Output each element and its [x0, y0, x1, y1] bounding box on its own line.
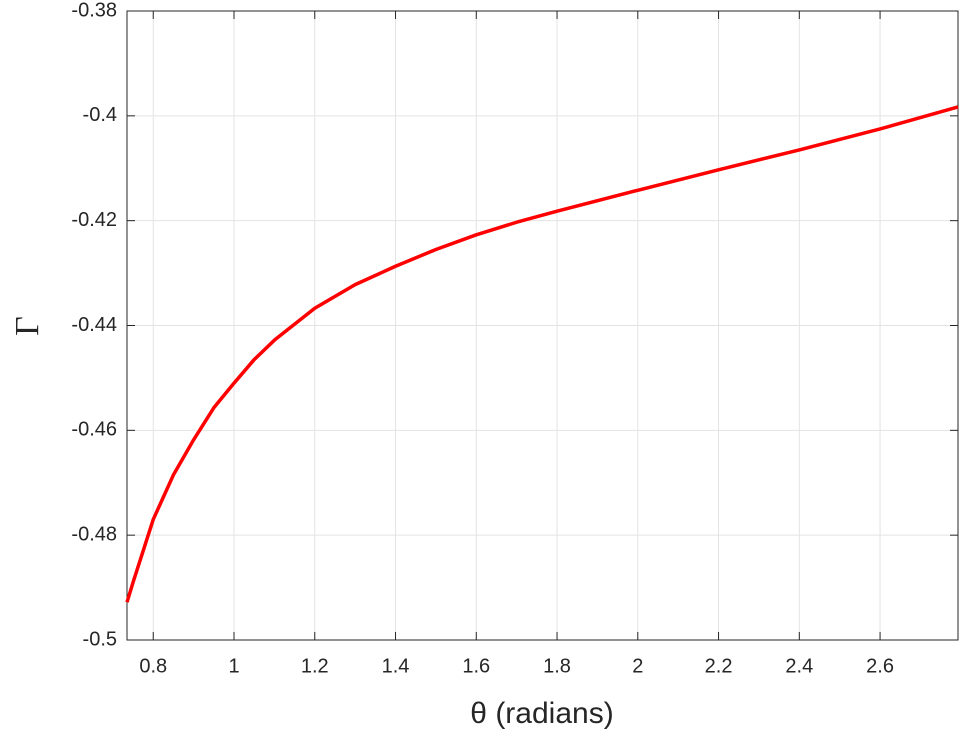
- x-tick-label: 1.8: [543, 655, 571, 677]
- axes-box: [126, 10, 959, 641]
- y-tick-label: -0.4: [83, 104, 117, 126]
- x-tick-label: 0.8: [139, 655, 167, 677]
- y-tick-label: -0.42: [71, 209, 117, 231]
- x-tick-label: 1.4: [382, 655, 410, 677]
- y-axis-label: Γ: [9, 316, 46, 336]
- x-tick-label: 1.6: [462, 655, 490, 677]
- x-tick-label: 1.2: [301, 655, 329, 677]
- x-axis-label: θ (radians): [470, 697, 613, 730]
- x-tick-label: 2.2: [705, 655, 733, 677]
- y-tick-label: -0.38: [71, 0, 117, 21]
- y-tick-label: -0.5: [83, 628, 117, 650]
- x-tick-label: 2: [632, 655, 643, 677]
- line-series: [125, 105, 959, 603]
- x-tick-label: 2.4: [785, 655, 813, 677]
- y-tick-label: -0.44: [71, 314, 117, 336]
- y-tick-label: -0.46: [71, 419, 117, 441]
- x-tick-label: 1: [228, 655, 239, 677]
- y-tick-label: -0.48: [71, 523, 117, 545]
- x-tick-label: 2.6: [866, 655, 894, 677]
